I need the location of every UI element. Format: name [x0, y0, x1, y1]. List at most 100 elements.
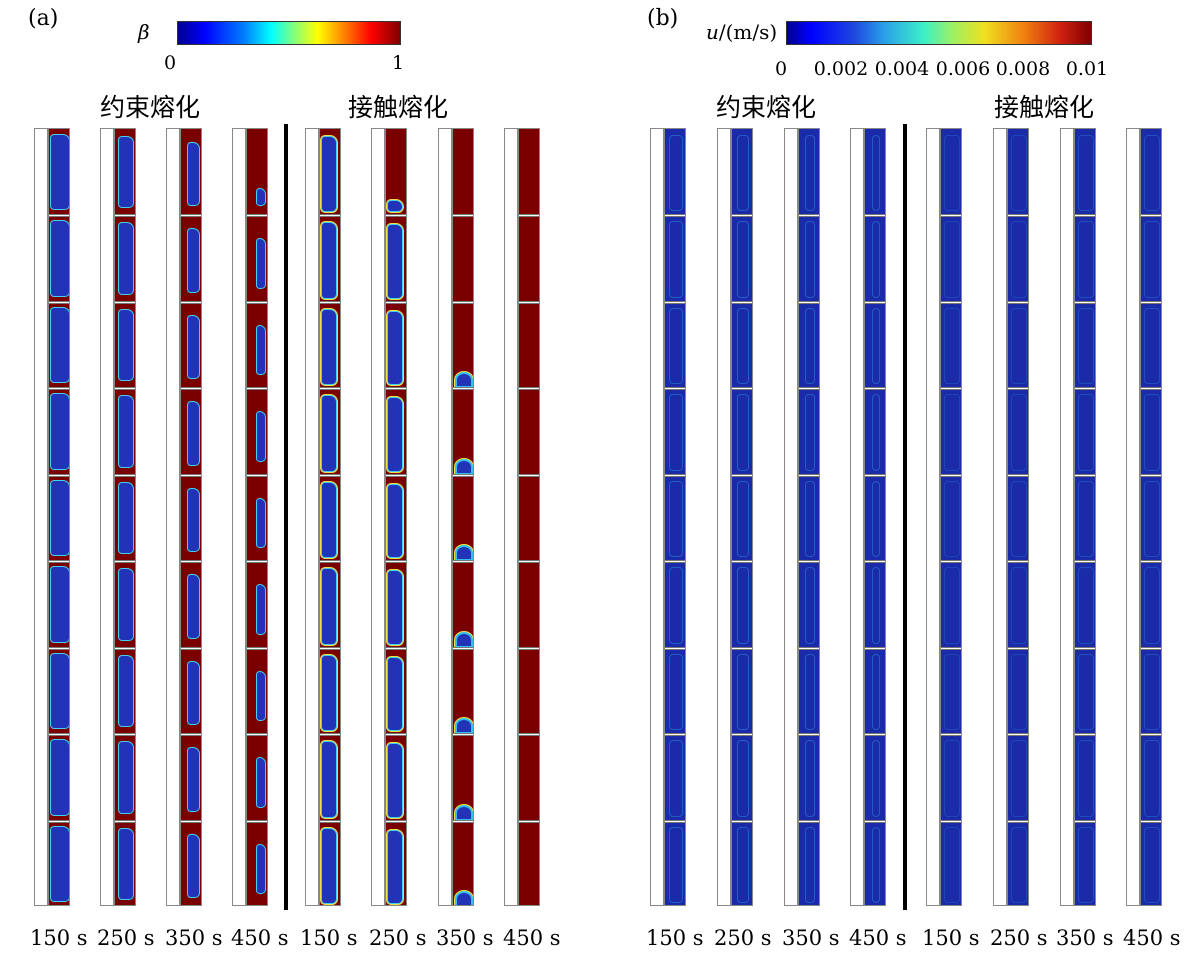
solid-region [188, 402, 199, 465]
velocity-field [798, 128, 820, 906]
panel-b-label: (b) [647, 6, 679, 31]
colorbar-a-max: 1 [391, 52, 405, 74]
fin-separator [941, 214, 961, 218]
solid-region [51, 480, 69, 556]
time-label: 350 s [1056, 926, 1114, 950]
colorbar-b-tick: 0.004 [874, 58, 930, 80]
flow-streak [1011, 567, 1027, 644]
fin-separator [181, 560, 201, 564]
solid-region [188, 748, 199, 811]
liquid-fraction-field [452, 128, 474, 906]
fin-separator [320, 473, 340, 477]
flow-streak [805, 653, 815, 731]
solid-region [119, 742, 133, 813]
fin-separator [49, 214, 69, 218]
wall-strip [1126, 128, 1140, 906]
fin-separator [1075, 646, 1095, 650]
fin-separator [732, 214, 752, 218]
solid-region [457, 547, 471, 560]
group-label-constrained-b: 约束熔化 [716, 93, 817, 122]
fin-separator [665, 300, 685, 304]
solid-region [188, 575, 199, 638]
solid-region [188, 488, 199, 552]
solid-region [51, 740, 69, 815]
group-label-contact-a: 接触熔化 [348, 93, 449, 122]
velocity-field [664, 128, 686, 906]
time-label: 250 s [97, 926, 155, 950]
time-column [1126, 128, 1162, 906]
fin-separator [799, 819, 819, 823]
fin-separator [386, 473, 406, 477]
fin-separator [519, 733, 539, 737]
fin-separator [799, 646, 819, 650]
solid-region [119, 828, 133, 899]
solid-region [322, 828, 336, 903]
solid-region [457, 720, 471, 733]
fin-separator [665, 473, 685, 477]
flow-streak [805, 567, 815, 644]
solid-region [388, 571, 402, 644]
wall-strip [993, 128, 1007, 906]
fin-separator [941, 646, 961, 650]
fin-separator [865, 473, 885, 477]
fin-separator [1141, 214, 1161, 218]
flow-streak [1144, 480, 1160, 558]
solid-region [322, 742, 336, 817]
solid-region [322, 137, 336, 212]
flow-streak [805, 480, 815, 558]
solid-region [388, 311, 402, 385]
solid-region [388, 830, 402, 903]
wall-strip [650, 128, 664, 906]
flow-streak [1011, 307, 1027, 385]
solid-region [51, 394, 69, 469]
solid-region [388, 201, 402, 212]
flow-streak [737, 135, 749, 212]
flow-streak [1144, 826, 1160, 903]
time-column [717, 128, 753, 906]
wall-strip [438, 128, 452, 906]
fin-separator [865, 560, 885, 564]
fin-separator [49, 733, 69, 737]
wall-strip [784, 128, 798, 906]
flow-streak [805, 135, 815, 212]
wall-strip [717, 128, 731, 906]
time-label: 450 s [849, 926, 907, 950]
flow-streak [669, 653, 683, 731]
flow-streak [737, 307, 749, 385]
fin-separator [320, 819, 340, 823]
fin-separator [1008, 300, 1028, 304]
fin-separator [1008, 733, 1028, 737]
time-label: 450 s [503, 926, 561, 950]
fin-separator [181, 300, 201, 304]
fin-separator [181, 646, 201, 650]
fin-separator [732, 473, 752, 477]
fin-separator [386, 733, 406, 737]
flow-streak [737, 480, 749, 558]
flow-streak [669, 567, 683, 644]
time-column [650, 128, 686, 906]
solid-region [457, 374, 471, 387]
fin-separator [799, 387, 819, 391]
fin-separator [519, 473, 539, 477]
flow-streak [1011, 394, 1027, 471]
fin-separator [49, 387, 69, 391]
fin-separator [941, 387, 961, 391]
fin-separator [247, 819, 267, 823]
liquid-fraction-field [180, 128, 202, 906]
flow-streak [944, 653, 960, 731]
time-column [504, 128, 540, 906]
fin-separator [665, 646, 685, 650]
fin-separator [247, 733, 267, 737]
wall-strip [166, 128, 180, 906]
solid-region [322, 223, 336, 298]
fin-separator [799, 214, 819, 218]
fin-separator [732, 733, 752, 737]
flow-streak [872, 307, 880, 385]
wall-strip [232, 128, 246, 906]
flow-streak [1078, 567, 1094, 644]
liquid-fraction-field [114, 128, 136, 906]
fin-separator [1075, 819, 1095, 823]
fin-separator [941, 733, 961, 737]
fin-separator [453, 300, 473, 304]
flow-streak [944, 394, 960, 471]
